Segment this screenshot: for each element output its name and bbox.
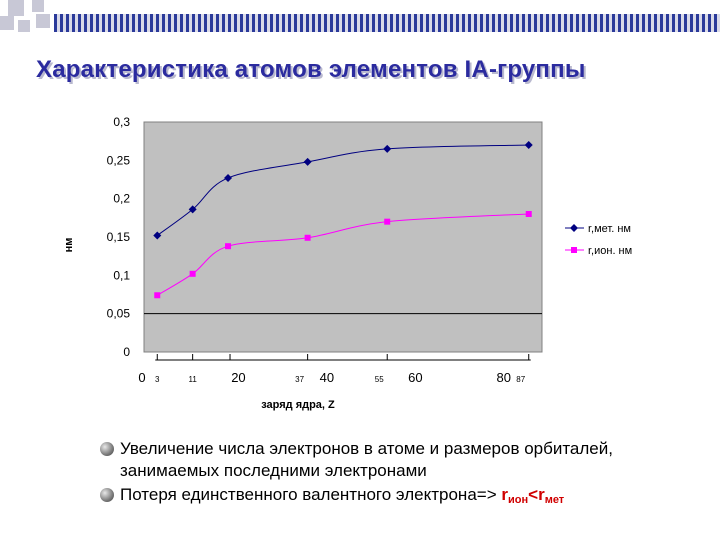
y-tick-label: 0,2 [113, 192, 130, 206]
data-point [224, 173, 233, 182]
data-point [189, 270, 196, 277]
formula-r-met: r [538, 485, 545, 504]
x-tick-label: 20 [231, 370, 245, 385]
bullet-text: Увеличение числа электронов в атоме и ра… [120, 439, 613, 480]
x-tick-label: 80 [497, 370, 511, 385]
radius-formula: rион<rмет [501, 485, 565, 506]
data-point [188, 205, 197, 214]
data-point [225, 243, 232, 250]
y-axis-title: нм [63, 238, 75, 253]
y-tick-label: 0,25 [107, 153, 131, 167]
deco-square [36, 14, 50, 28]
bullet-item: Увеличение числа электронов в атоме и ра… [100, 438, 700, 482]
deco-square [0, 16, 14, 30]
legend-marker [571, 247, 577, 253]
x-point-label: 3 [155, 375, 160, 384]
x-point-label: 55 [375, 375, 384, 384]
chart: 0 0,05 0,1 0,15 0,2 0,25 0,3 0 20 40 60 80 3 11 37 55 87… [63, 115, 632, 411]
deco-square [18, 20, 30, 32]
legend-label: r,мет. нм [588, 223, 631, 235]
y-tick-label: 0,05 [107, 307, 131, 321]
data-point [524, 141, 533, 149]
formula-operator: < [528, 485, 539, 504]
bullet-text: Потеря единственного валентного электрон… [120, 485, 502, 504]
plot-area [143, 121, 543, 353]
deco-stripe [54, 14, 720, 32]
data-point [154, 292, 161, 299]
data-point [384, 218, 391, 225]
legend-marker [570, 224, 578, 232]
x-tick-label: 0 [138, 370, 145, 385]
y-tick-label: 0,3 [113, 115, 130, 129]
data-point [383, 144, 392, 153]
deco-square [8, 0, 24, 16]
data-point [525, 211, 532, 217]
formula-sub-ion: ион [507, 494, 529, 506]
x-axis-title: заряд ядра, Z [261, 399, 335, 411]
data-point [153, 231, 162, 240]
bullet-ball-icon [100, 442, 114, 456]
data-point [304, 234, 311, 241]
bullet-list: Увеличение числа электронов в атоме и ра… [100, 438, 700, 511]
y-tick-label: 0,15 [107, 230, 131, 244]
y-tick-label: 0 [123, 345, 130, 359]
formula-r-ion: r [501, 485, 508, 504]
deco-square [32, 0, 44, 12]
formula-sub-met: мет [544, 494, 565, 506]
x-tick-label: 60 [408, 370, 422, 385]
slide-title: Характеристика атомов элементов IА-групп… [36, 56, 586, 83]
header-decoration [0, 0, 720, 32]
x-point-label: 87 [516, 375, 525, 384]
x-point-label: 37 [295, 375, 304, 384]
y-tick-label: 0,1 [113, 268, 130, 282]
bullet-ball-icon [100, 488, 114, 502]
legend-label: r,ион. нм [588, 245, 632, 257]
x-point-label: 11 [188, 375, 197, 384]
bullet-item: Потеря единственного валентного электрон… [100, 484, 700, 511]
x-tick-label: 40 [320, 370, 334, 385]
data-point [303, 157, 312, 166]
